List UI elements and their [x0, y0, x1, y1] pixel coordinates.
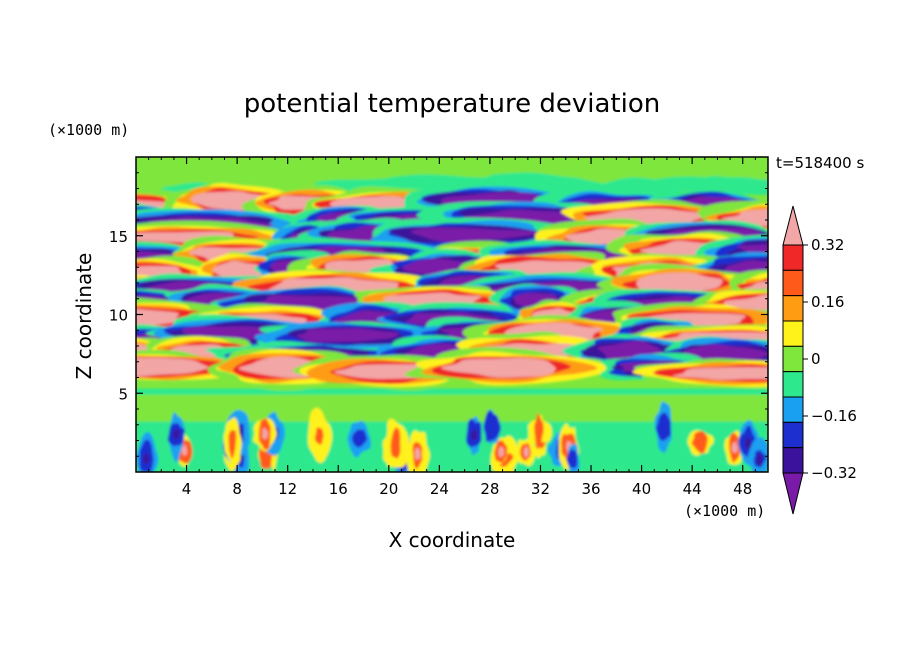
colorbar-tick-label: −0.32	[811, 464, 857, 482]
x-tick-label: 48	[733, 480, 752, 498]
time-label: t=518400 s	[776, 154, 864, 172]
colorbar-under-triangle	[782, 472, 804, 515]
field-cell	[136, 308, 180, 329]
field-cell	[410, 227, 540, 243]
field-plume	[655, 412, 672, 441]
field-plume	[691, 430, 708, 454]
colorbar-box	[782, 295, 804, 322]
field-plume	[756, 453, 763, 466]
x-axis-label: X coordinate	[389, 528, 516, 552]
field-plume	[731, 441, 739, 454]
x-tick-label: 12	[278, 480, 297, 498]
field-plume	[173, 429, 180, 440]
colorbar-box	[782, 371, 804, 398]
field-plume	[414, 447, 421, 460]
colorbar-box	[782, 269, 804, 297]
x-tick-label: 40	[632, 480, 651, 498]
x-tick-label: 4	[182, 480, 192, 498]
x-tick-label: 24	[430, 480, 449, 498]
field-plume	[483, 410, 502, 442]
contour-field	[136, 157, 768, 472]
x-tick-label: 44	[683, 480, 702, 498]
x-tick-label: 8	[232, 480, 242, 498]
plot-area	[136, 157, 768, 472]
field-cell	[136, 357, 211, 377]
x-tick-label: 32	[531, 480, 550, 498]
x-tick-label: 16	[329, 480, 348, 498]
colorbar-box	[782, 345, 804, 373]
x-tick-label: 36	[581, 480, 600, 498]
y-unit-label: (×1000 m)	[48, 121, 129, 139]
colorbar-box	[782, 320, 804, 347]
field-cell	[642, 176, 767, 192]
colorbar-box	[782, 447, 804, 474]
field-plume	[534, 413, 544, 450]
colorbar-tick-label: 0	[811, 350, 821, 368]
field-plume	[390, 427, 401, 459]
field-plume	[498, 446, 505, 458]
field-plume	[228, 429, 237, 459]
colorbar-box	[782, 244, 804, 271]
y-axis-label: Z coordinate	[72, 253, 96, 380]
field-cell	[672, 367, 768, 380]
y-tick-label: 10	[109, 307, 128, 325]
y-tick-label: 5	[118, 385, 128, 403]
colorbar: 0.32 0.16 0 −0.16 −0.32	[782, 205, 857, 515]
field-cell	[683, 344, 768, 361]
field-plume	[262, 427, 269, 440]
field-cell	[721, 209, 768, 227]
colorbar-tick-label: −0.16	[811, 407, 857, 425]
field-plume	[566, 449, 578, 469]
field-plume	[745, 437, 751, 450]
colorbar-over-triangle	[782, 205, 804, 246]
x-tick-label: 28	[480, 480, 499, 498]
field-cell	[441, 358, 557, 378]
x-tick-label: 20	[379, 480, 398, 498]
field-plume	[523, 446, 529, 458]
y-tick-label: 15	[109, 228, 128, 246]
field-plume	[471, 428, 478, 440]
field-plume	[143, 452, 150, 465]
chart-title: potential temperature deviation	[244, 89, 660, 119]
y-axis: 5 10 15	[109, 172, 768, 457]
field-plume	[314, 427, 324, 445]
colorbar-tick-label: 0.32	[811, 236, 844, 254]
colorbar-tick-label: 0.16	[811, 293, 844, 311]
colorbar-box	[782, 421, 804, 449]
x-axis: 4 8 12 16 20 24 28 32 36 40 44 48	[148, 157, 756, 498]
field-plume	[181, 444, 188, 456]
x-unit-label: (×1000 m)	[684, 502, 765, 520]
field-cell	[296, 328, 399, 343]
field-plume	[351, 429, 368, 448]
colorbar-box	[782, 396, 804, 423]
